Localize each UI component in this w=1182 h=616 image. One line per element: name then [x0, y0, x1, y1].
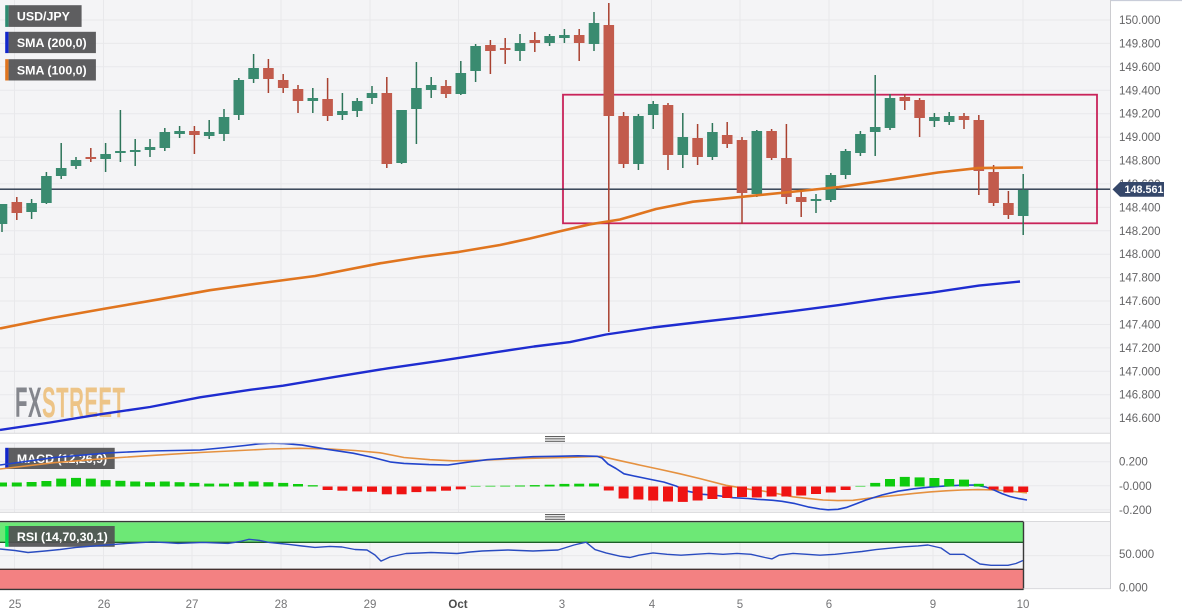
svg-text:29: 29 [364, 599, 377, 611]
svg-text:3: 3 [559, 599, 565, 611]
svg-text:150.000: 150.000 [1119, 15, 1161, 27]
svg-text:147.800: 147.800 [1119, 273, 1161, 285]
svg-text:5: 5 [737, 599, 743, 611]
svg-text:147.200: 147.200 [1119, 343, 1161, 355]
svg-text:148.200: 148.200 [1119, 226, 1161, 238]
svg-text:SMA (100,0): SMA (100,0) [17, 63, 87, 77]
svg-text:149.800: 149.800 [1119, 38, 1161, 50]
svg-text:50.000: 50.000 [1119, 549, 1154, 561]
svg-text:149.600: 149.600 [1119, 62, 1161, 74]
svg-text:26: 26 [98, 599, 111, 611]
svg-text:149.400: 149.400 [1119, 85, 1161, 97]
svg-text:6: 6 [826, 599, 832, 611]
svg-text:9: 9 [930, 599, 936, 611]
svg-text:25: 25 [9, 599, 22, 611]
svg-text:0.000: 0.000 [1119, 582, 1148, 594]
svg-text:4: 4 [649, 599, 656, 611]
svg-text:0.200: 0.200 [1119, 457, 1148, 469]
svg-text:27: 27 [186, 599, 199, 611]
svg-text:148.000: 148.000 [1119, 249, 1161, 261]
svg-text:-0.000: -0.000 [1119, 481, 1152, 493]
svg-text:28: 28 [275, 599, 288, 611]
svg-text:10: 10 [1017, 599, 1030, 611]
svg-text:148.800: 148.800 [1119, 156, 1161, 168]
svg-text:-0.200: -0.200 [1119, 505, 1152, 517]
svg-text:Oct: Oct [448, 599, 467, 611]
svg-text:RSI (14,70,30,1): RSI (14,70,30,1) [17, 530, 108, 544]
svg-text:SMA (200,0): SMA (200,0) [17, 36, 87, 50]
svg-text:147.400: 147.400 [1119, 320, 1161, 332]
svg-text:148.561: 148.561 [1125, 184, 1164, 196]
svg-text:USD/JPY: USD/JPY [17, 9, 71, 23]
svg-text:146.600: 146.600 [1119, 413, 1161, 425]
svg-text:147.600: 147.600 [1119, 296, 1161, 308]
svg-text:147.000: 147.000 [1119, 366, 1161, 378]
svg-text:149.200: 149.200 [1119, 109, 1161, 121]
svg-text:148.400: 148.400 [1119, 202, 1161, 214]
svg-text:146.800: 146.800 [1119, 390, 1161, 402]
svg-text:FXSTREET: FXSTREET [15, 380, 125, 427]
svg-text:149.000: 149.000 [1119, 132, 1161, 144]
